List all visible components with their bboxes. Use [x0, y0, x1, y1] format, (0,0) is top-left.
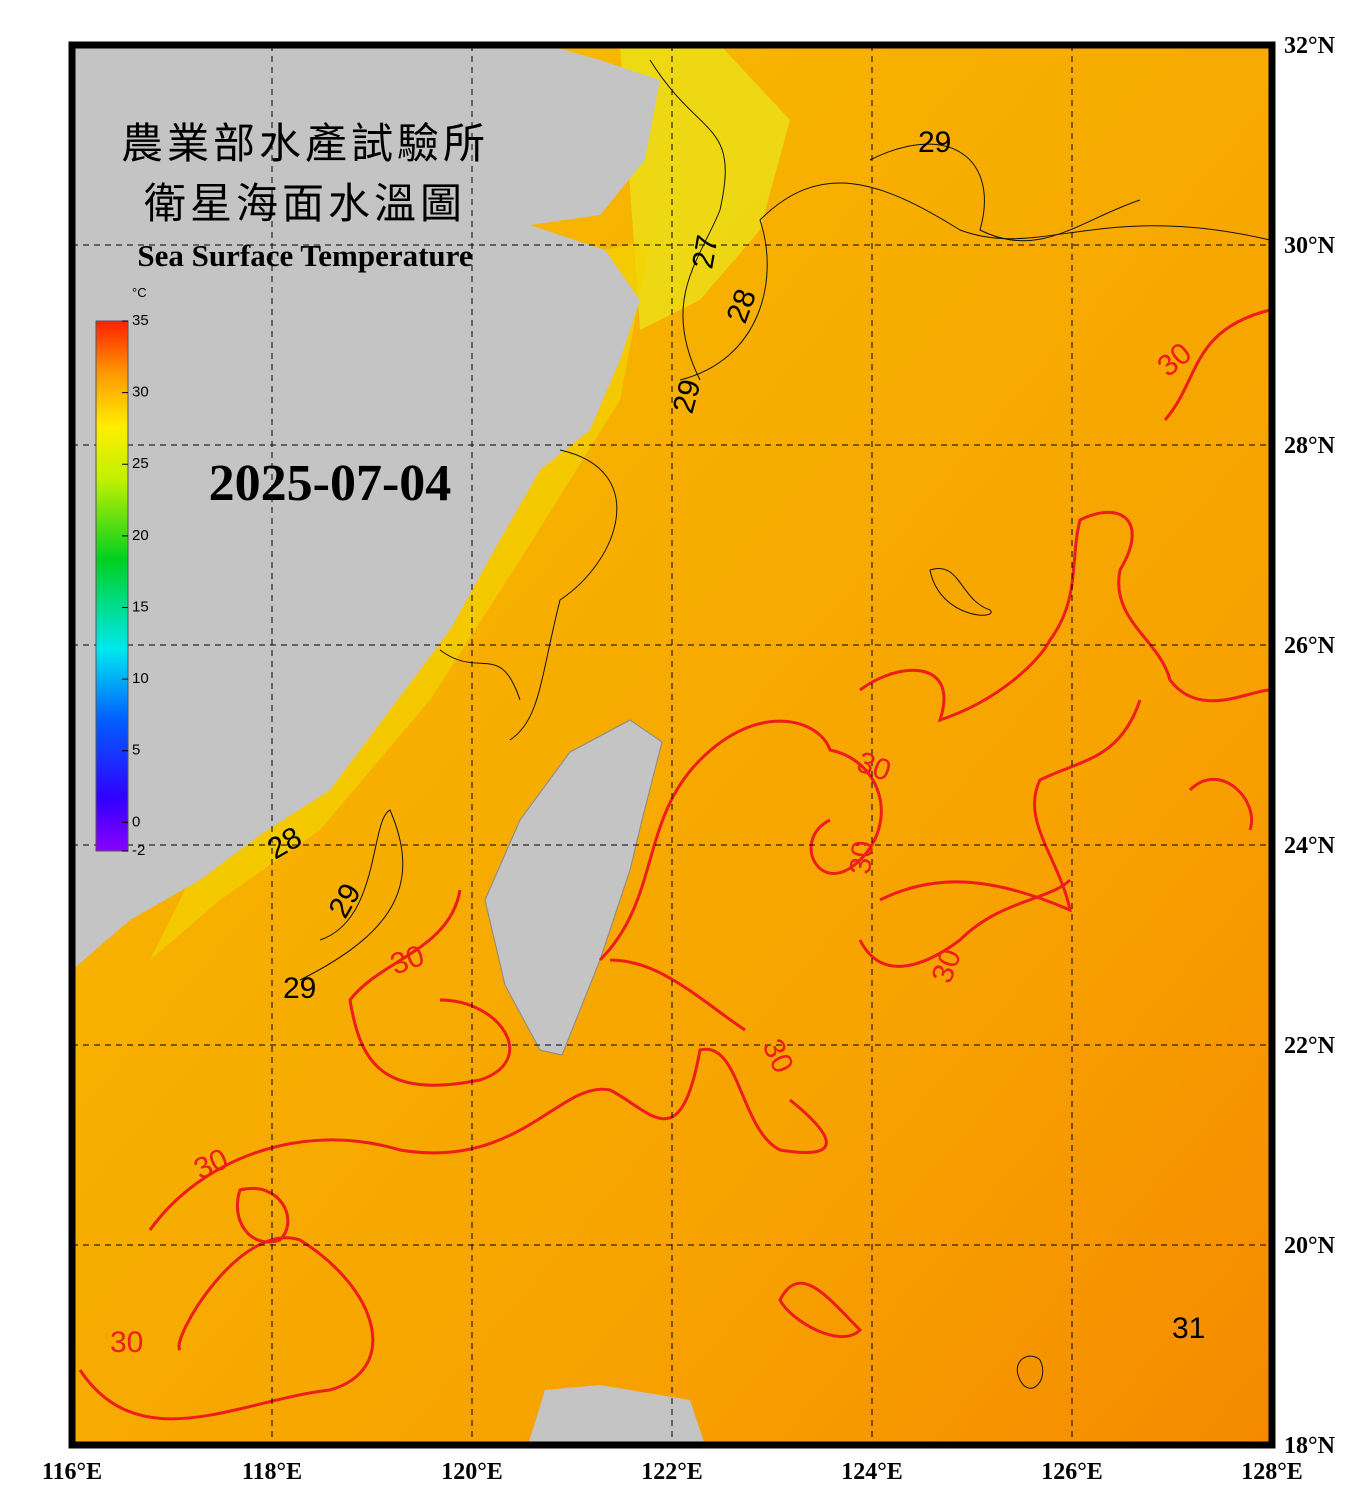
title-en: Sea Surface Temperature	[137, 238, 472, 273]
colorbar-tick-label: 30	[132, 384, 149, 401]
contour	[609, 958, 746, 1032]
date: 2025-07-04	[209, 455, 452, 512]
contour	[299, 809, 404, 981]
contour-label: 30	[110, 1326, 143, 1359]
contour	[858, 878, 1072, 968]
colorbar-tick-label: 10	[132, 670, 149, 687]
luzon	[528, 1385, 705, 1445]
mainland	[72, 45, 660, 970]
colorbar-tick-label: 35	[132, 312, 149, 329]
contour-label: 29	[918, 126, 951, 159]
lat-tick-label: 28°N	[1284, 433, 1336, 459]
lat-tick-label: 18°N	[1284, 1433, 1336, 1459]
lon-tick-label: 118°E	[242, 1459, 302, 1485]
contour	[439, 649, 521, 701]
contour	[649, 59, 726, 381]
contour	[778, 1281, 863, 1338]
contour-label: 27	[686, 233, 724, 272]
colorbar-tick-label: 25	[132, 455, 149, 472]
contour	[235, 1186, 290, 1244]
colorbar-unit: °C	[132, 285, 147, 300]
contours-black	[299, 59, 1271, 1389]
contour	[1163, 308, 1271, 421]
lon-tick-label: 120°E	[441, 1459, 503, 1485]
colorbar-tick-label: 0	[132, 813, 140, 830]
contour	[929, 567, 992, 616]
map-area: 29 27 28 29 28 29 29 30 30 30 30 30 30 3…	[72, 45, 1272, 1445]
contour	[598, 719, 883, 962]
lon-tick-label: 116°E	[42, 1459, 102, 1485]
contour-label: 31	[1172, 1312, 1205, 1345]
contour-label: 29	[283, 972, 316, 1005]
axis-ticks: 116°E 118°E 120°E 122°E 124°E 126°E 128°E 32°N 3…	[42, 33, 1336, 1485]
lat-tick-label: 24°N	[1284, 833, 1336, 859]
cool-water	[620, 45, 790, 330]
contour	[509, 449, 618, 741]
contour-label: 30	[844, 839, 880, 875]
colorbar-tick-label: -2	[132, 842, 145, 859]
lat-tick-label: 22°N	[1284, 1033, 1336, 1059]
colorbar-tick-label: 20	[132, 527, 149, 544]
lat-tick-label: 30°N	[1284, 233, 1336, 259]
contour	[869, 143, 1141, 242]
contour	[879, 699, 1142, 913]
contour	[859, 510, 1271, 723]
contour	[348, 889, 512, 1087]
lon-tick-label: 122°E	[641, 1459, 703, 1485]
subtitle-zh: 衛星海面水溫圖	[144, 182, 466, 228]
lat-tick-label: 20°N	[1284, 1233, 1336, 1259]
colorbar-tick-label: 15	[132, 598, 149, 615]
contour	[148, 1047, 828, 1231]
map-frame	[68, 41, 1276, 1449]
lon-tick-label: 126°E	[1041, 1459, 1103, 1485]
colorbar-ticks: 35 30 25 20 15 10 5 0 -2	[122, 312, 149, 859]
contour	[1017, 1355, 1044, 1389]
taiwan	[484, 719, 663, 1056]
colorbar-tick-label: 5	[132, 742, 140, 759]
lon-tick-label: 124°E	[841, 1459, 903, 1485]
lon-tick-label: 128°E	[1241, 1459, 1303, 1485]
lat-tick-label: 26°N	[1284, 633, 1336, 659]
contour	[78, 1236, 375, 1421]
lat-tick-label: 32°N	[1284, 33, 1336, 59]
contour	[679, 182, 1271, 381]
colorbar	[95, 320, 129, 852]
contours-red	[78, 308, 1271, 1421]
title-zh: 農業部水產試驗所	[121, 121, 489, 168]
graticule	[72, 45, 1272, 1445]
contour	[1188, 777, 1253, 831]
